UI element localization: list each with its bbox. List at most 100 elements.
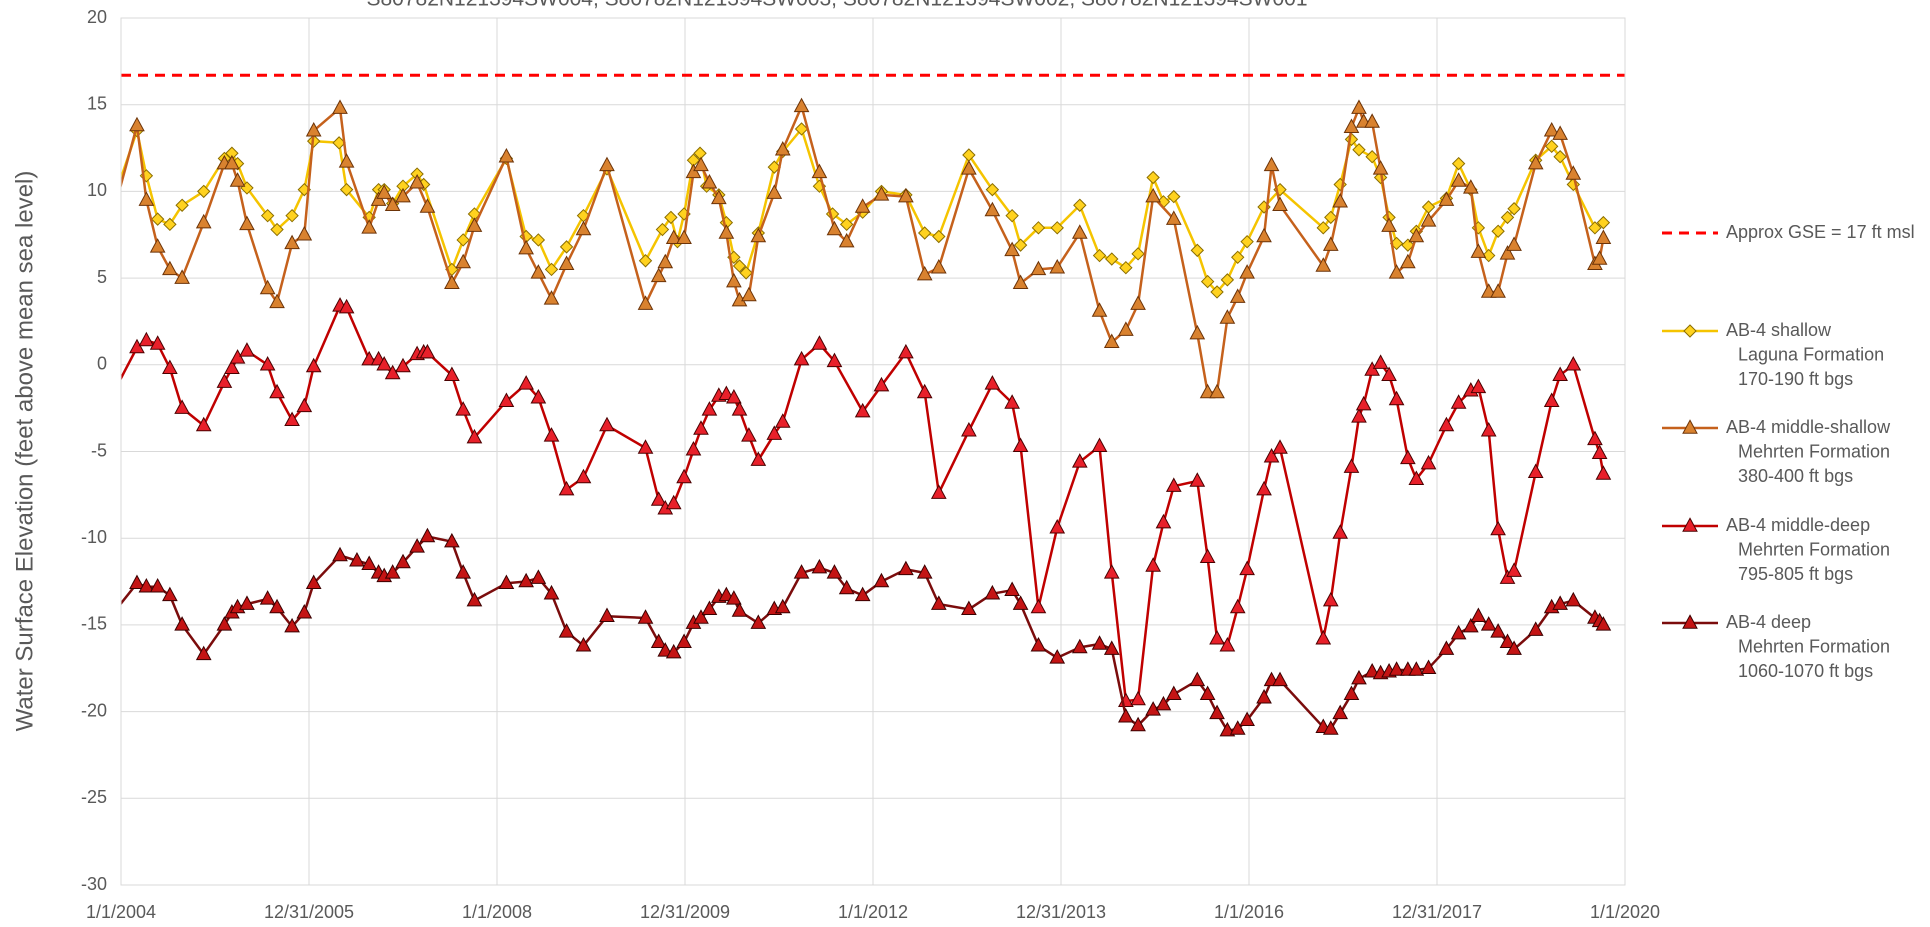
data-point bbox=[1438, 416, 1455, 432]
data-point bbox=[1591, 250, 1608, 265]
data-point bbox=[873, 186, 890, 201]
data-point bbox=[1091, 302, 1108, 317]
data-point bbox=[1332, 704, 1349, 720]
data-point bbox=[599, 607, 615, 622]
data-point bbox=[718, 586, 735, 602]
data-point bbox=[750, 451, 767, 466]
data-point bbox=[1544, 139, 1559, 154]
data-point bbox=[339, 182, 354, 197]
data-point bbox=[599, 416, 615, 432]
y-tick-label: 0 bbox=[97, 354, 107, 374]
y-tick-label: -20 bbox=[81, 700, 107, 720]
data-point bbox=[1155, 513, 1172, 529]
data-point bbox=[1229, 720, 1246, 735]
data-point bbox=[741, 286, 757, 302]
data-point bbox=[1145, 187, 1161, 203]
data-point bbox=[455, 564, 471, 579]
data-point bbox=[409, 538, 425, 553]
data-point bbox=[1343, 458, 1360, 473]
data-point bbox=[1543, 392, 1560, 407]
data-point bbox=[1527, 154, 1544, 170]
data-point bbox=[1229, 288, 1246, 303]
data-point bbox=[1219, 636, 1236, 652]
data-point bbox=[811, 163, 828, 179]
data-point bbox=[1543, 121, 1560, 137]
data-point bbox=[1596, 215, 1611, 230]
data-point bbox=[270, 222, 284, 237]
data-point bbox=[1408, 470, 1425, 485]
data-point bbox=[961, 600, 977, 616]
data-point bbox=[665, 494, 682, 510]
data-point bbox=[1506, 640, 1522, 655]
data-point bbox=[498, 392, 515, 407]
chart-title: S80782N121394SW004, S80782N121394SW003, … bbox=[366, 0, 1307, 11]
data-point bbox=[774, 413, 791, 428]
data-point bbox=[1199, 548, 1216, 564]
data-point bbox=[216, 616, 233, 631]
plot-frame bbox=[120, 17, 1626, 886]
data-point bbox=[701, 401, 718, 416]
data-point bbox=[149, 335, 166, 350]
data-point bbox=[444, 274, 460, 290]
data-point bbox=[1499, 245, 1516, 260]
data-point bbox=[637, 295, 654, 310]
data-point bbox=[961, 160, 977, 175]
data-point bbox=[1256, 480, 1272, 496]
data-point bbox=[384, 196, 401, 212]
data-point bbox=[1553, 150, 1567, 164]
data-point bbox=[1552, 595, 1568, 610]
data-point bbox=[530, 264, 547, 279]
data-point bbox=[657, 642, 674, 657]
data-point bbox=[1352, 143, 1366, 157]
data-point bbox=[284, 617, 300, 633]
data-point bbox=[898, 343, 914, 359]
data-point bbox=[1012, 437, 1029, 453]
data-point bbox=[498, 147, 515, 163]
data-point bbox=[1351, 408, 1367, 423]
data-point bbox=[854, 586, 871, 602]
data-point bbox=[149, 578, 166, 593]
data-point bbox=[1210, 285, 1224, 299]
data-point bbox=[1438, 191, 1455, 206]
data-point bbox=[466, 591, 483, 607]
data-point bbox=[1470, 378, 1487, 394]
data-point bbox=[774, 141, 791, 156]
data-point bbox=[1595, 465, 1612, 480]
data-point bbox=[1071, 224, 1088, 239]
y-tick-label: 5 bbox=[97, 267, 107, 287]
data-point bbox=[916, 564, 933, 579]
data-point bbox=[543, 584, 560, 600]
data-point bbox=[150, 212, 165, 226]
data-point bbox=[1343, 118, 1360, 133]
data-point bbox=[269, 383, 285, 399]
data-point bbox=[838, 232, 855, 248]
data-point bbox=[1071, 453, 1088, 468]
data-point bbox=[1050, 221, 1064, 235]
data-point bbox=[174, 399, 190, 414]
data-point bbox=[349, 551, 365, 567]
data-point bbox=[1480, 421, 1497, 437]
data-point bbox=[284, 234, 300, 250]
data-point bbox=[1013, 238, 1028, 252]
data-point bbox=[1420, 454, 1437, 470]
data-point bbox=[638, 254, 653, 268]
x-tick-label: 12/31/2005 bbox=[264, 902, 354, 922]
data-point bbox=[726, 590, 742, 605]
data-point bbox=[376, 184, 393, 199]
data-point bbox=[269, 293, 285, 309]
x-tick-label: 1/1/2016 bbox=[1214, 902, 1284, 922]
data-point bbox=[726, 272, 742, 288]
data-point bbox=[224, 359, 240, 375]
plot-area bbox=[107, 73, 1625, 737]
data-point bbox=[916, 265, 933, 281]
data-point bbox=[1400, 253, 1416, 269]
data-point bbox=[1272, 439, 1288, 454]
data-point bbox=[1463, 617, 1479, 633]
data-point bbox=[175, 198, 189, 212]
data-point bbox=[1315, 257, 1332, 272]
data-point bbox=[530, 388, 547, 404]
data-point bbox=[107, 194, 119, 206]
data-point bbox=[332, 99, 348, 114]
data-point bbox=[361, 219, 377, 234]
